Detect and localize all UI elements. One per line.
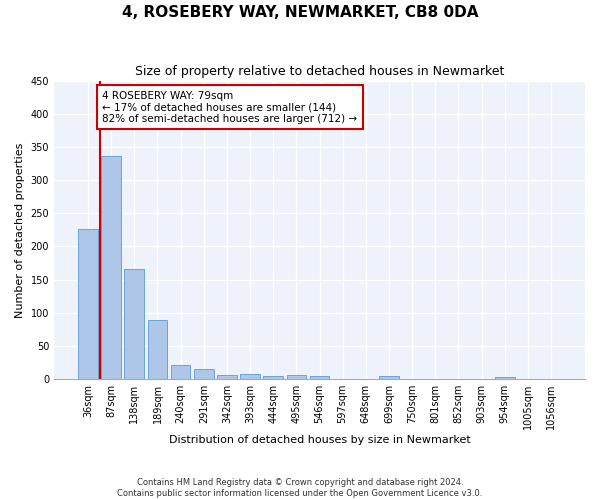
Bar (101, 156, 121, 379)
Bar (171, 366, 190, 379)
Text: 4 ROSEBERY WAY: 79sqm
← 17% of detached houses are smaller (144)
82% of semi-det: 4 ROSEBERY WAY: 79sqm ← 17% of detached … (103, 90, 358, 124)
Bar (240, 374, 260, 379)
Title: Size of property relative to detached houses in Newmarket: Size of property relative to detached ho… (135, 65, 504, 78)
Bar (263, 376, 283, 379)
Bar (495, 376, 515, 379)
Bar (379, 376, 399, 379)
X-axis label: Distribution of detached houses by size in Newmarket: Distribution of detached houses by size … (169, 435, 470, 445)
Text: 4, ROSEBERY WAY, NEWMARKET, CB8 0DA: 4, ROSEBERY WAY, NEWMARKET, CB8 0DA (122, 5, 478, 20)
Bar (78, 228, 98, 379)
Y-axis label: Number of detached properties: Number of detached properties (15, 142, 25, 318)
Bar (217, 374, 237, 379)
Bar (310, 376, 329, 379)
Bar (124, 269, 144, 379)
Text: Contains HM Land Registry data © Crown copyright and database right 2024.
Contai: Contains HM Land Registry data © Crown c… (118, 478, 482, 498)
Bar (287, 375, 306, 379)
Bar (194, 370, 214, 379)
Bar (148, 320, 167, 379)
